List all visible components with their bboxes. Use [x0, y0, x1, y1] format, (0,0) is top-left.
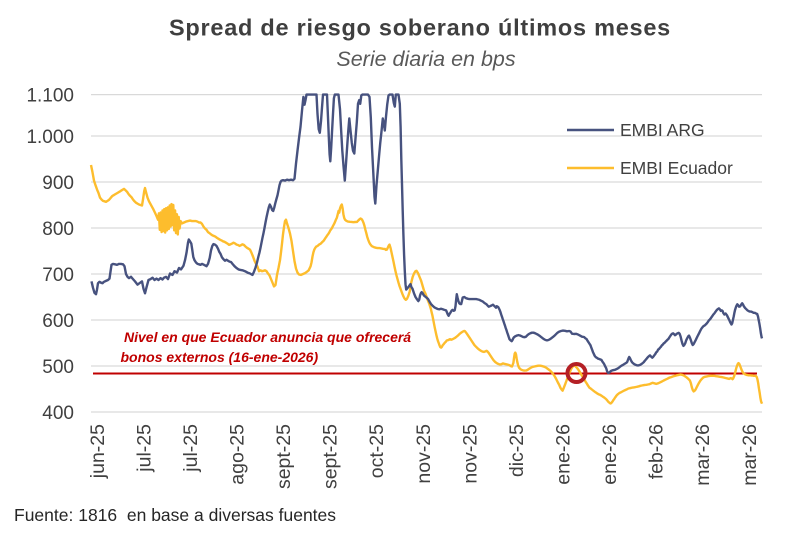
- svg-text:EMBI ARG: EMBI ARG: [620, 120, 705, 140]
- svg-text:Fuente: 1816 en base a divers: Fuente: 1816 en base a diversas fuentes: [14, 505, 336, 525]
- svg-text:jul-25: jul-25: [133, 424, 155, 473]
- svg-text:1.000: 1.000: [26, 127, 74, 148]
- svg-text:ene-26: ene-26: [553, 424, 575, 485]
- svg-text:600: 600: [42, 311, 74, 332]
- svg-text:EMBI Ecuador: EMBI Ecuador: [620, 158, 733, 178]
- svg-text:ene-26: ene-26: [599, 424, 621, 485]
- svg-text:dic-25: dic-25: [506, 424, 528, 477]
- svg-text:500: 500: [42, 357, 74, 378]
- svg-text:sept-25: sept-25: [273, 424, 295, 489]
- svg-text:ago-25: ago-25: [227, 424, 249, 485]
- svg-text:nov-25: nov-25: [459, 424, 481, 484]
- svg-text:700: 700: [42, 265, 74, 286]
- svg-text:1.100: 1.100: [26, 85, 74, 106]
- svg-text:Nivel en que Ecuador anuncia q: Nivel en que Ecuador anuncia que ofrecer…: [124, 329, 411, 345]
- svg-text:Spread de riesgo soberano últi: Spread de riesgo soberano últimos meses: [169, 15, 671, 41]
- svg-text:bonos externos (16-ene-2026): bonos externos (16-ene-2026): [121, 349, 319, 365]
- svg-text:sept-25: sept-25: [320, 424, 342, 489]
- svg-text:900: 900: [42, 173, 74, 194]
- svg-text:feb-26: feb-26: [646, 424, 668, 479]
- svg-text:mar-26: mar-26: [739, 424, 761, 486]
- svg-text:mar-26: mar-26: [692, 424, 714, 486]
- svg-text:jun-25: jun-25: [87, 424, 109, 479]
- svg-text:Serie diaria en bps: Serie diaria en bps: [336, 47, 516, 71]
- svg-text:nov-25: nov-25: [413, 424, 435, 484]
- svg-text:oct-25: oct-25: [366, 424, 388, 478]
- svg-text:800: 800: [42, 219, 74, 240]
- svg-text:jul-25: jul-25: [180, 424, 202, 473]
- svg-text:400: 400: [42, 403, 74, 424]
